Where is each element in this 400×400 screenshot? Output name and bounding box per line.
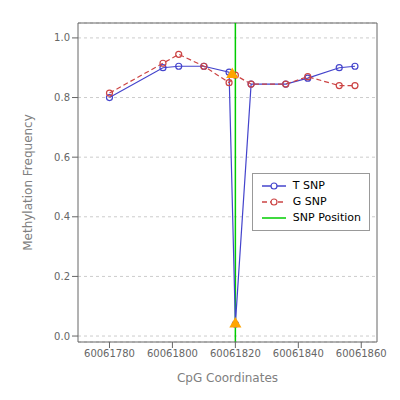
svg-text:1.0: 1.0: [54, 32, 70, 43]
svg-text:0.2: 0.2: [54, 271, 70, 282]
svg-text:60061800: 60061800: [147, 348, 198, 359]
svg-text:60061860: 60061860: [336, 348, 387, 359]
svg-text:Methylation Frequency: Methylation Frequency: [21, 114, 35, 251]
svg-text:60061840: 60061840: [273, 348, 324, 359]
html-text:T SNP: T SNP: [292, 179, 325, 192]
html-text:SNP Position: SNP Position: [292, 211, 361, 224]
svg-text:CpG Coordinates: CpG Coordinates: [177, 371, 278, 385]
svg-text:60061820: 60061820: [210, 348, 261, 359]
svg-text:0.0: 0.0: [54, 331, 70, 342]
html-text:G SNP: G SNP: [292, 195, 327, 208]
svg-text:0.6: 0.6: [54, 152, 70, 163]
svg-text:0.4: 0.4: [54, 211, 70, 222]
svg-text:0.8: 0.8: [54, 92, 70, 103]
svg-text:60061780: 60061780: [84, 348, 135, 359]
